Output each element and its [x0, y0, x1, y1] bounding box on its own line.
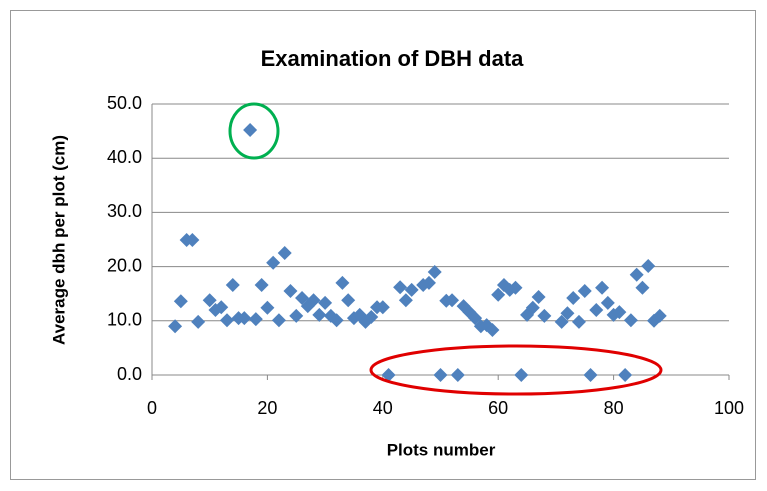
- data-point: [191, 314, 206, 329]
- y-tick-label: 10.0: [107, 310, 142, 330]
- y-tick-label: 50.0: [107, 93, 142, 113]
- y-tick-label: 0.0: [117, 364, 142, 384]
- data-point: [248, 312, 263, 327]
- data-point: [450, 368, 465, 382]
- data-point: [635, 280, 650, 295]
- data-point: [237, 311, 252, 326]
- x-tick-label: 80: [604, 398, 624, 418]
- data-point: [652, 308, 667, 323]
- data-point: [277, 246, 292, 261]
- data-point: [571, 314, 586, 329]
- data-point: [525, 300, 540, 315]
- data-point: [583, 368, 598, 382]
- x-tick-label: 40: [373, 398, 393, 418]
- data-point: [318, 295, 333, 310]
- data-point: [329, 313, 344, 328]
- data-point: [577, 283, 592, 298]
- data-point: [306, 293, 321, 308]
- data-point: [566, 291, 581, 306]
- x-tick-label: 0: [147, 398, 157, 418]
- y-tick-label: 30.0: [107, 201, 142, 221]
- data-point: [629, 267, 644, 282]
- data-point: [173, 294, 188, 309]
- data-point: [514, 368, 529, 382]
- y-tick-label: 20.0: [107, 255, 142, 275]
- data-point: [266, 255, 281, 270]
- data-point: [260, 300, 275, 315]
- data-point: [589, 302, 604, 317]
- x-tick-label: 20: [257, 398, 277, 418]
- chart-border: [10, 10, 756, 480]
- data-point: [185, 233, 200, 248]
- data-point: [220, 313, 235, 328]
- data-point: [335, 275, 350, 290]
- plot-area: 0.0 10.0 20.0 30.0 40.0 50.0 0 20 40 60 80 100: [107, 93, 744, 418]
- data-point: [508, 280, 523, 295]
- data-point: [404, 282, 419, 297]
- data-point: [289, 308, 304, 323]
- data-point: [427, 265, 442, 280]
- data-point: [531, 289, 546, 304]
- data-point: [375, 300, 390, 315]
- x-tick-label: 60: [488, 398, 508, 418]
- data-point: [202, 293, 217, 308]
- data-point: [560, 306, 575, 321]
- data-point: [214, 300, 229, 315]
- data-point: [600, 295, 615, 310]
- data-point: [341, 293, 356, 308]
- data-point: [364, 310, 379, 325]
- data-point: [393, 280, 408, 295]
- data-point: [254, 278, 269, 293]
- data-point: [618, 368, 633, 382]
- data-point: [312, 307, 327, 322]
- highlight-zeros: [369, 344, 663, 396]
- data-point: [421, 275, 436, 290]
- highlight-outlier: [228, 102, 280, 160]
- data-point: [445, 293, 460, 308]
- data-point: [612, 305, 627, 320]
- data-point: [225, 278, 240, 293]
- y-tick-label: 40.0: [107, 147, 142, 167]
- data-point: [271, 313, 286, 328]
- data-point: [491, 287, 506, 302]
- data-point: [381, 368, 396, 382]
- data-point: [485, 323, 500, 338]
- data-point: [595, 280, 610, 295]
- data-point: [243, 123, 258, 138]
- data-point: [168, 319, 183, 334]
- data-point: [433, 368, 448, 382]
- chart-title: Examination of DBH data: [261, 46, 525, 71]
- x-axis-title: Plots number: [387, 440, 496, 459]
- x-tick-label: 100: [714, 398, 744, 418]
- y-axis-title: Average dbh per plot (cm): [49, 135, 68, 345]
- data-point: [641, 259, 656, 274]
- data-point: [537, 308, 552, 323]
- data-point: [398, 293, 413, 308]
- data-point: [283, 283, 298, 298]
- data-point: [623, 313, 638, 328]
- data-point: [554, 314, 569, 329]
